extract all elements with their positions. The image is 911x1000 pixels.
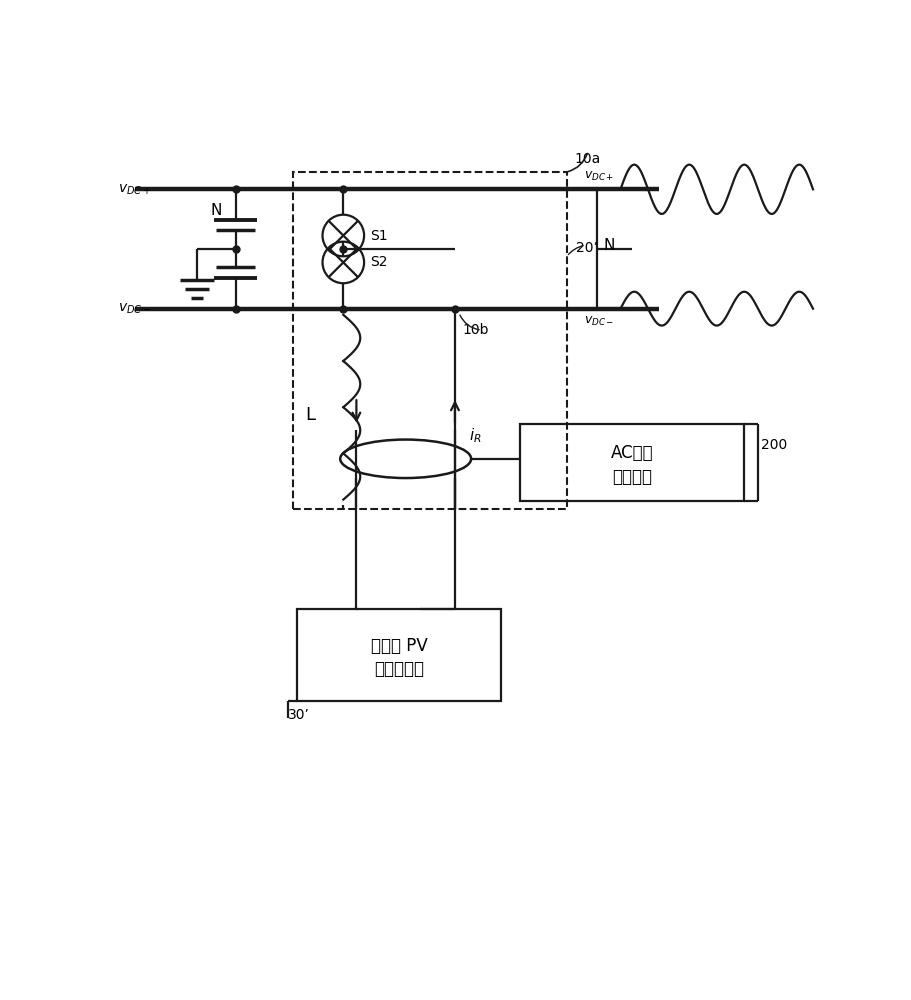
Text: $v_{DC+}$: $v_{DC+}$ — [584, 170, 614, 183]
Text: 10a: 10a — [574, 152, 600, 166]
Text: 200: 200 — [761, 438, 787, 452]
Text: N: N — [604, 238, 615, 253]
Text: S1: S1 — [370, 229, 388, 242]
Bar — [297, 609, 501, 701]
Text: 20’: 20’ — [576, 241, 598, 255]
Text: 10b: 10b — [463, 323, 489, 337]
Text: 电池单体串: 电池单体串 — [374, 660, 425, 678]
Bar — [293, 172, 567, 509]
Text: $v_{DC-}$: $v_{DC-}$ — [584, 315, 614, 328]
Text: $v_{DC-}$: $v_{DC-}$ — [118, 301, 151, 316]
Text: AC故障: AC故障 — [610, 444, 653, 462]
Text: 检测电路: 检测电路 — [612, 468, 652, 486]
Text: 30’: 30’ — [288, 708, 310, 722]
Text: S2: S2 — [370, 255, 388, 269]
Text: $v_{DC+}$: $v_{DC+}$ — [118, 182, 151, 197]
Text: N: N — [210, 203, 221, 218]
Bar — [520, 424, 743, 501]
Text: $i_R$: $i_R$ — [469, 426, 481, 445]
Text: L: L — [305, 406, 315, 424]
Text: 电池或 PV: 电池或 PV — [371, 637, 427, 655]
